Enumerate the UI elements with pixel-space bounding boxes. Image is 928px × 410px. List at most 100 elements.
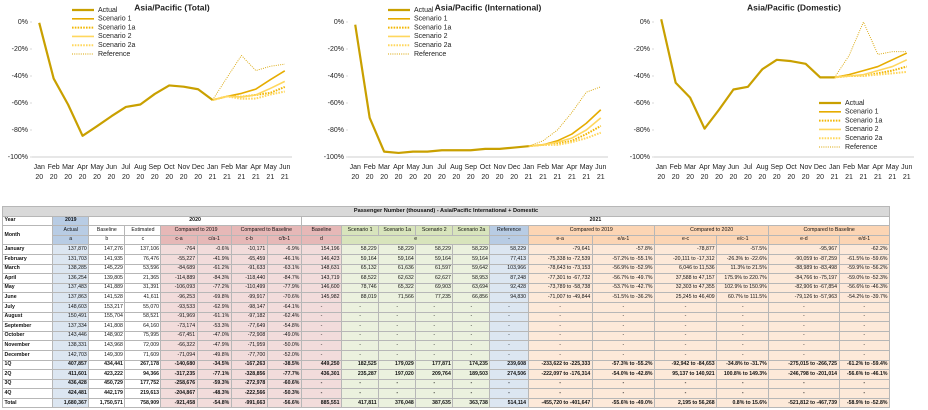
cell: 58,229 <box>452 244 491 255</box>
x-tick-year: 21 <box>525 174 533 181</box>
y-tick-label: -40% <box>328 73 344 80</box>
column-header: Scenario 2a <box>452 225 491 236</box>
x-tick-month: Feb <box>364 164 376 171</box>
cell: - <box>653 321 718 332</box>
cell: -167,263 <box>230 359 268 371</box>
cell: -77,301 to -67,732 <box>527 273 593 284</box>
cell: - <box>341 340 380 351</box>
cell: 137,483 <box>52 282 90 294</box>
x-tick-month: Feb <box>537 164 549 171</box>
cell: 25,245 to 46,409 <box>653 292 718 303</box>
column-code: e <box>341 234 491 246</box>
cell: - <box>452 388 491 399</box>
x-tick-month: Apr <box>393 164 405 171</box>
legend-label: Scenario 1a <box>98 24 135 31</box>
x-tick-label: Nov 20 <box>493 164 506 181</box>
cell: 1,680,367 <box>52 397 90 409</box>
x-tick-label: Apr 21 <box>872 164 884 181</box>
cell: - <box>489 378 529 390</box>
cell: 137,863 <box>52 292 90 303</box>
cell: - <box>452 311 491 323</box>
cell: 78,746 <box>341 282 380 294</box>
series-line <box>834 70 907 79</box>
cell: 146,600 <box>300 282 343 294</box>
cell: - <box>452 378 491 390</box>
cell: - <box>300 378 343 390</box>
cell: -114,889 <box>160 273 198 284</box>
cell: 31,391 <box>124 282 162 294</box>
x-tick-month: Nov <box>177 164 190 171</box>
x-tick-label: Feb 20 <box>48 164 60 181</box>
cell: - <box>768 388 840 399</box>
cell: -55.6% to -49.0% <box>591 397 655 409</box>
cell: -455,720 to -401,647 <box>527 397 593 409</box>
cell: - <box>653 301 718 313</box>
x-tick-label: Nov 20 <box>799 164 812 181</box>
cell: -78,643 to -73,153 <box>527 263 593 275</box>
legend-label: Scenario 1 <box>414 16 448 23</box>
column-header: Compared to 2019 <box>527 225 655 236</box>
x-tick-label: Jun 20 <box>422 164 433 181</box>
x-tick-label: Sep 20 <box>771 164 784 181</box>
x-tick-month: Sep <box>465 164 478 171</box>
data-row: December 142,703 149,309 71,609 -71,094 -49.8… <box>1 349 891 361</box>
cell: -59.9% to -56.2% <box>838 263 891 275</box>
cell: -55,227 <box>160 253 198 265</box>
cell: -54.0% to -42.8% <box>591 369 655 380</box>
data-row: July 148,603 153,217 55,070 -93,533 -62.9% -98… <box>1 301 891 313</box>
y-tick-label: -100% <box>630 154 650 161</box>
cell: 138,331 <box>52 340 90 351</box>
cell: - <box>768 378 840 390</box>
cell: 219,613 <box>124 388 162 399</box>
cell: -272,978 <box>230 378 268 390</box>
x-tick-month: May <box>406 164 420 171</box>
y-tick-label: -20% <box>12 46 28 53</box>
cell: 71,566 <box>378 292 417 303</box>
cell: 209,764 <box>415 369 454 380</box>
row-label: May <box>1 282 54 294</box>
x-tick-month: Jun <box>106 164 117 171</box>
cell: 62,632 <box>378 273 417 284</box>
x-tick-year: 20 <box>496 174 504 181</box>
cell: 148,902 <box>88 330 126 342</box>
cell: 141,528 <box>88 292 126 303</box>
cell: 58,229 <box>415 244 454 255</box>
cell: 76,476 <box>124 253 162 265</box>
cell: 102.9% to 150.9% <box>716 282 770 294</box>
cell: 146,423 <box>300 253 343 265</box>
data-row: March 138,285 145,229 53,596 -84,689 -61.2% -9… <box>1 263 891 275</box>
series-line <box>660 19 835 130</box>
legend-label: Reference <box>414 51 446 58</box>
cell: -49.8% <box>196 349 232 361</box>
cell: 0.8% to 15.6% <box>716 397 770 409</box>
cell: - <box>591 378 655 390</box>
cell: - <box>378 301 417 313</box>
cell: 94,366 <box>124 369 162 380</box>
y-tick-label: -20% <box>634 46 650 53</box>
cell: 77,235 <box>415 292 454 303</box>
x-tick-label: Jun 21 <box>595 164 606 181</box>
cell: 143,446 <box>52 330 90 342</box>
y-tick-label: -80% <box>328 127 344 134</box>
x-tick-month: Jan <box>207 164 218 171</box>
cell: 61,636 <box>378 263 417 275</box>
cell: 274,506 <box>489 369 529 380</box>
cell: - <box>838 311 891 323</box>
cell: 417,811 <box>341 397 380 409</box>
cell: -57.2% to -55.1% <box>591 253 655 265</box>
x-tick-year: 20 <box>136 174 144 181</box>
cell: -92,942 to -84,653 <box>653 359 718 371</box>
legend-label: Reference <box>98 51 130 58</box>
cell: 153,217 <box>88 301 126 313</box>
cell: - <box>768 311 840 323</box>
cell: -79,641 <box>527 244 593 255</box>
cell: - <box>716 349 770 361</box>
x-tick-year: 20 <box>151 174 159 181</box>
cell: -34.5% <box>196 359 232 371</box>
cell: 58,229 <box>378 244 417 255</box>
cell: - <box>527 311 593 323</box>
cell: -61.5% to -59.6% <box>838 253 891 265</box>
column-code: e/c-1 <box>716 234 770 246</box>
x-tick-month: Apr <box>77 164 89 171</box>
chart-title: Asia/Pacific (Total) <box>134 2 210 12</box>
